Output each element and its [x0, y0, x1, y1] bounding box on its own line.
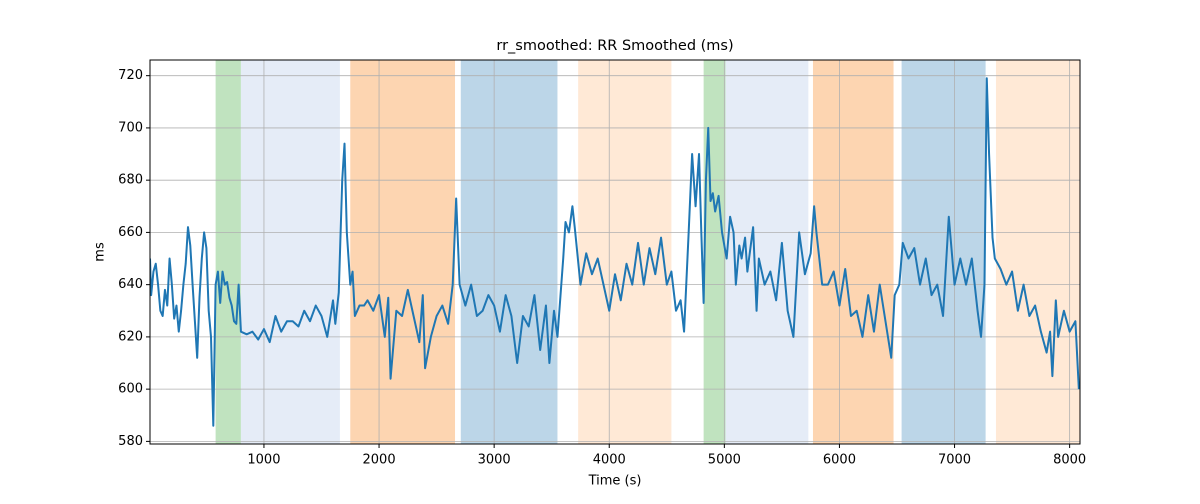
- lines: [150, 77, 1080, 427]
- y-tick-label: 700: [118, 120, 143, 135]
- data-line: [150, 77, 1080, 427]
- x-tick-label: 7000: [938, 453, 971, 468]
- y-tick-label: 580: [118, 434, 143, 449]
- shaded-span: [215, 60, 241, 444]
- y-tick-label: 640: [118, 277, 143, 292]
- grid: [146, 60, 1080, 448]
- x-axis-label: Time (s): [588, 474, 642, 489]
- x-tick-label: 4000: [593, 453, 626, 468]
- x-tick-label: 8000: [1053, 453, 1086, 468]
- y-tick-label: 660: [118, 225, 143, 240]
- chart-title: rr_smoothed: RR Smoothed (ms): [496, 38, 733, 54]
- y-tick-label: 620: [118, 329, 143, 344]
- x-tick-label: 2000: [363, 453, 396, 468]
- shaded-span: [240, 60, 340, 444]
- axes-frame: [149, 59, 1081, 445]
- x-tick-label: 6000: [823, 453, 856, 468]
- y-tick-label: 720: [118, 68, 143, 83]
- shaded-span: [995, 60, 1080, 444]
- x-tick-label: 5000: [708, 453, 741, 468]
- shaded-span: [578, 60, 672, 444]
- y-tick-label: 680: [118, 173, 143, 188]
- shaded-span: [812, 60, 894, 444]
- shaded-span: [460, 60, 558, 444]
- y-axis-label: ms: [93, 242, 108, 262]
- spans: [215, 60, 1080, 444]
- x-tick-label: 1000: [247, 453, 280, 468]
- x-tick-label: 3000: [478, 453, 511, 468]
- shaded-span: [350, 60, 456, 444]
- y-tick-label: 600: [118, 382, 143, 397]
- shaded-span: [703, 60, 726, 444]
